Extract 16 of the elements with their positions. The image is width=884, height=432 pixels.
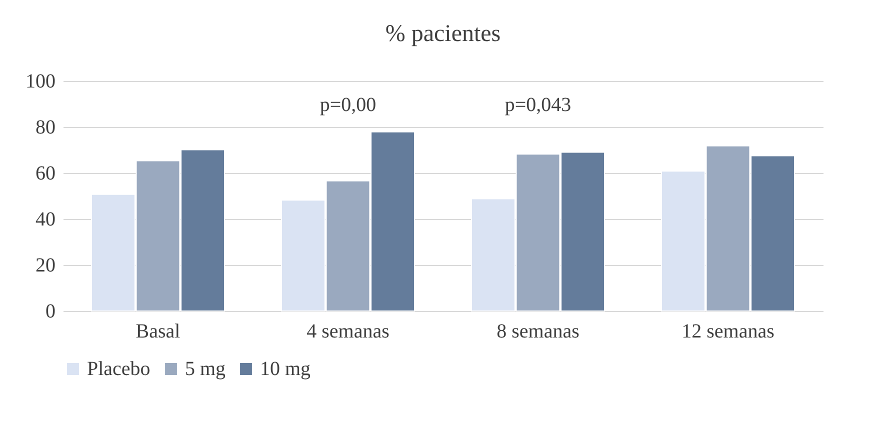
x-tick-label: 8 semanas (496, 320, 580, 342)
y-tick-label: 80 (36, 116, 56, 138)
y-tick-label: 40 (36, 208, 56, 230)
legend-label: Placebo (87, 358, 150, 380)
legend-label: 10 mg (260, 358, 311, 380)
y-tick-label: 100 (26, 70, 56, 92)
chart-title: % pacientes (385, 21, 501, 47)
y-tick-label: 20 (36, 254, 56, 276)
x-tick-label: Basal (136, 320, 181, 342)
legend-label: 5 mg (185, 358, 226, 380)
x-tick-label: 4 semanas (306, 320, 390, 342)
y-tick-label: 0 (46, 300, 56, 322)
annotation: p=0,00 (320, 94, 376, 116)
x-tick-label: 12 semanas (682, 320, 775, 342)
annotation: p=0,043 (504, 94, 572, 116)
y-tick-label: 60 (36, 162, 56, 184)
